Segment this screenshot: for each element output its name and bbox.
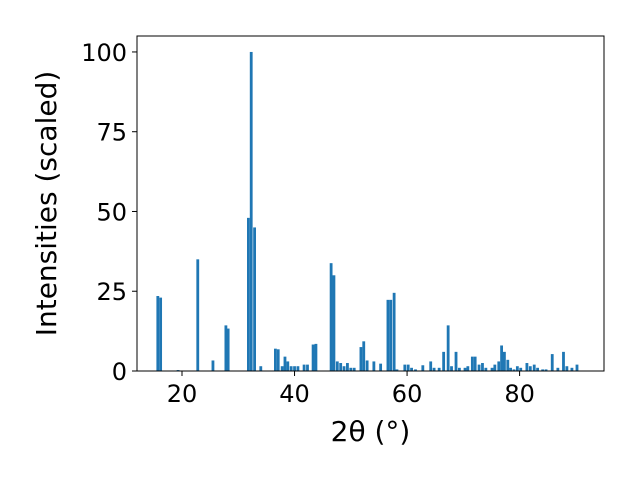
bar	[421, 365, 425, 371]
bar	[414, 369, 417, 371]
bar	[196, 259, 200, 371]
bar	[519, 367, 523, 371]
bar	[454, 351, 458, 371]
bar	[493, 364, 497, 371]
bar	[541, 369, 545, 371]
bar	[562, 351, 565, 371]
bar	[484, 367, 488, 371]
bar	[339, 363, 343, 371]
bar	[226, 328, 230, 371]
bar	[276, 349, 280, 371]
bar	[392, 292, 396, 371]
bar	[332, 275, 336, 371]
bar	[211, 360, 215, 371]
y-tick-label: 0	[112, 358, 127, 386]
bar	[311, 344, 315, 371]
bar	[532, 364, 536, 371]
bar	[349, 367, 353, 371]
bar	[466, 366, 470, 371]
bar	[386, 299, 390, 371]
bar	[490, 367, 494, 371]
bar	[556, 367, 560, 371]
bar	[372, 361, 376, 371]
y-axis-ticks: 0 25 50 75 100	[81, 39, 137, 386]
plot-frame	[136, 35, 605, 372]
bar	[481, 363, 484, 371]
bar	[525, 363, 529, 371]
bar	[342, 366, 346, 371]
bar	[528, 366, 532, 371]
bar	[346, 363, 349, 371]
bar	[550, 354, 554, 371]
bar	[274, 348, 277, 371]
bar	[289, 366, 293, 371]
bar	[450, 366, 453, 371]
bar	[442, 351, 446, 371]
bar	[156, 296, 160, 371]
bar	[224, 325, 228, 371]
x-axis-label: 2θ (°)	[331, 415, 411, 448]
bar-group	[156, 51, 579, 371]
bar	[515, 366, 519, 371]
bar	[509, 367, 512, 371]
bar	[249, 51, 253, 371]
bar	[429, 361, 433, 371]
bar	[470, 356, 474, 371]
bar	[512, 369, 516, 371]
bar	[565, 366, 569, 371]
bar	[306, 364, 309, 371]
y-axis-label: Intensities (scaled)	[30, 71, 63, 337]
x-tick-label: 80	[504, 380, 535, 408]
bar	[280, 366, 284, 371]
bar	[437, 367, 441, 371]
bar	[362, 341, 366, 371]
y-tick-label: 75	[96, 119, 127, 147]
bar	[247, 217, 250, 371]
bar	[365, 360, 369, 371]
bar	[463, 367, 467, 371]
bar	[253, 227, 256, 371]
bar	[335, 361, 339, 371]
bar	[329, 263, 333, 371]
bar	[457, 367, 461, 371]
bar	[159, 297, 163, 371]
bar	[544, 369, 548, 371]
y-tick-label: 50	[96, 198, 127, 226]
bar	[500, 345, 503, 371]
bar	[506, 359, 510, 371]
bar	[575, 364, 579, 371]
bar	[406, 364, 410, 371]
bar	[389, 299, 393, 371]
bar	[497, 361, 501, 371]
bar	[432, 367, 436, 371]
x-tick-label: 60	[392, 380, 423, 408]
x-tick-label: 20	[167, 380, 198, 408]
bar	[446, 325, 450, 371]
bar	[314, 343, 318, 371]
bar	[286, 361, 290, 371]
bar	[410, 367, 413, 371]
bar	[293, 366, 296, 371]
x-axis-ticks: 20 40 60 80	[167, 371, 535, 408]
x-tick-label: 40	[279, 380, 310, 408]
bar	[473, 356, 477, 371]
bar	[503, 351, 506, 371]
bar	[283, 356, 287, 371]
bar	[359, 347, 363, 371]
bar	[536, 367, 540, 371]
bar	[477, 364, 481, 371]
bar	[302, 364, 306, 371]
bar	[296, 366, 300, 371]
y-tick-label: 100	[81, 39, 127, 67]
bar	[403, 364, 407, 371]
bar	[352, 367, 356, 371]
bar	[570, 367, 574, 371]
bar	[259, 366, 263, 371]
y-tick-label: 25	[96, 278, 127, 306]
bar	[395, 369, 399, 371]
bar	[379, 363, 383, 371]
